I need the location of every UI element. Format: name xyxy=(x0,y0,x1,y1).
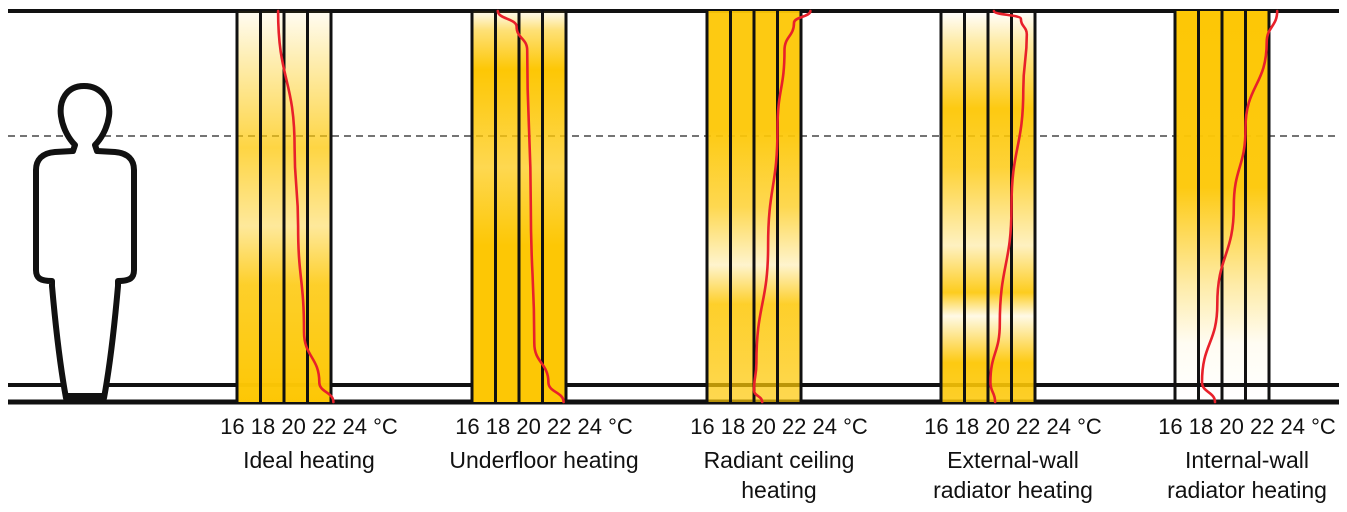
caption-line: radiator heating xyxy=(933,477,1093,503)
temperature-curve-internal-wall-radiator xyxy=(1200,9,1279,404)
panel-underfloor xyxy=(470,9,568,404)
temperature-scale-underfloor: 16 18 20 22 24 °C xyxy=(455,414,633,439)
caption-line: External-wall xyxy=(947,447,1079,473)
temperature-scale-ideal: 16 18 20 22 24 °C xyxy=(220,414,398,439)
panel-radiant-ceiling xyxy=(705,9,812,404)
panel-external-wall-radiator xyxy=(939,9,1037,404)
temperature-curve-external-wall-radiator xyxy=(989,9,1029,404)
panel-ideal xyxy=(235,9,335,404)
caption-radiant-ceiling: Radiant ceiling heating xyxy=(659,445,899,505)
temperature-scale-radiant-ceiling: 16 18 20 22 24 °C xyxy=(690,414,868,439)
caption-line: radiator heating xyxy=(1167,477,1327,503)
caption-external-wall-radiator: External-wall radiator heating xyxy=(893,445,1133,505)
caption-line: Ideal heating xyxy=(243,447,375,473)
panels-layer xyxy=(235,9,1279,404)
caption-underfloor: Underfloor heating xyxy=(424,445,664,475)
caption-line: Radiant ceiling xyxy=(703,447,855,473)
standing-person-icon xyxy=(33,83,137,402)
caption-line: Internal-wall xyxy=(1185,447,1309,473)
panel-internal-wall-radiator xyxy=(1173,9,1279,404)
temperature-curve-underfloor xyxy=(496,9,565,404)
temperature-curve-radiant-ceiling xyxy=(752,9,812,404)
caption-ideal: Ideal heating xyxy=(189,445,429,475)
caption-line: heating xyxy=(741,477,817,503)
temperature-scale-internal-wall-radiator: 16 18 20 22 24 °C xyxy=(1158,414,1336,439)
temperature-scale-external-wall-radiator: 16 18 20 22 24 °C xyxy=(924,414,1102,439)
temperature-curve-ideal xyxy=(276,9,335,404)
caption-line: Underfloor heating xyxy=(449,447,639,473)
caption-internal-wall-radiator: Internal-wall radiator heating xyxy=(1127,445,1347,505)
